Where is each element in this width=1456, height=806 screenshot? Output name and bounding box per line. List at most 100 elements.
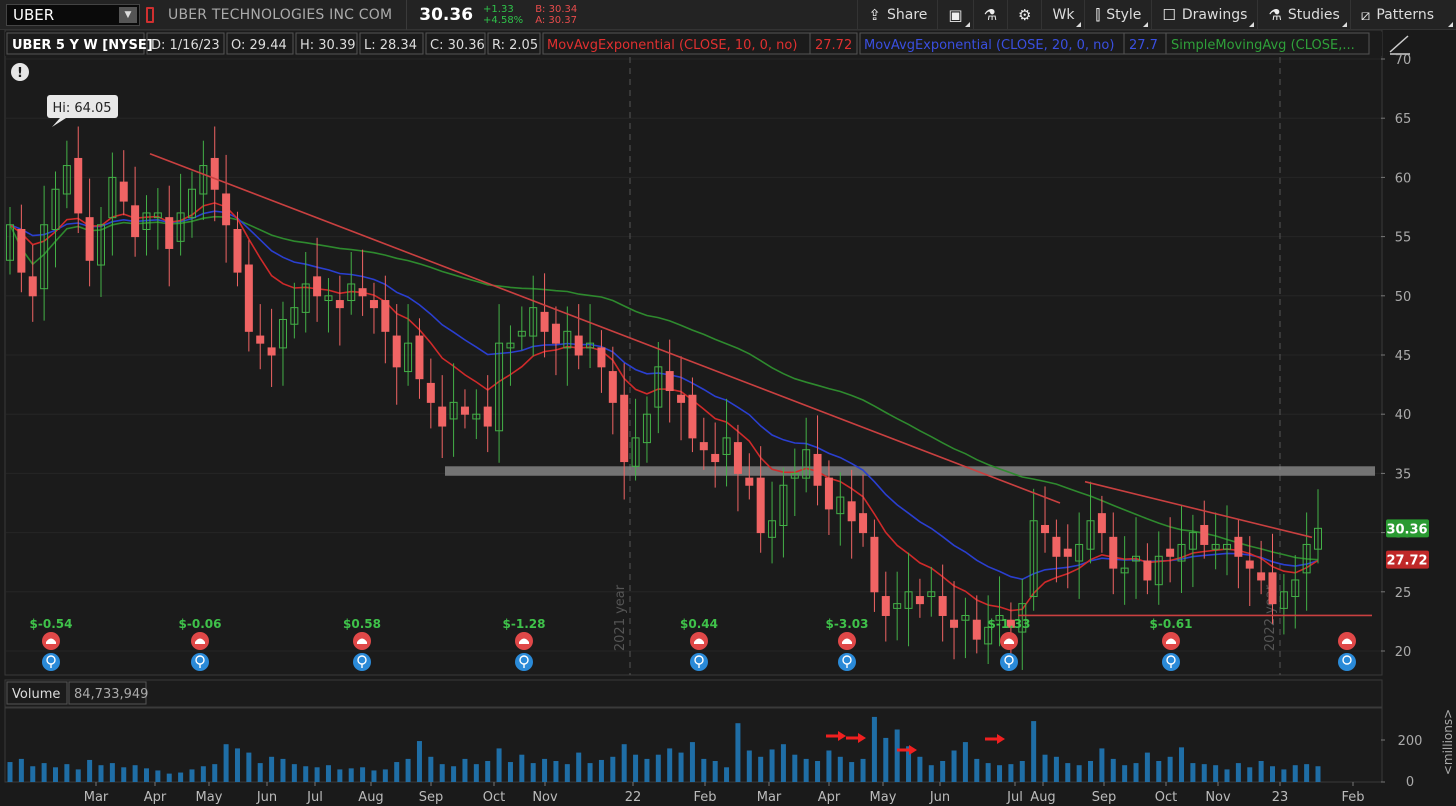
studies-button[interactable]: ⚗ Studies [1257,0,1349,30]
share-button[interactable]: ⇪ Share [857,0,937,30]
period-button[interactable]: Wk [1041,0,1084,30]
candle-body [574,335,583,356]
time-tick-label: Nov [1205,790,1231,805]
volume-bar [997,765,1003,782]
volume-bar [75,769,81,782]
bulb-icon [1342,655,1352,665]
candle-body [85,217,94,261]
symbol-dropdown-icon[interactable]: ▼ [119,6,137,23]
candle-body [347,283,356,302]
price-panel[interactable] [4,30,1383,676]
volume-bar [405,758,411,782]
candle-body [119,181,128,202]
volume-bar [371,770,377,782]
header-low: L: 28.34 [364,38,417,53]
candle-body [881,596,890,616]
candle-body [256,335,265,344]
candle-body [1120,567,1129,574]
volume-bar [1144,752,1150,782]
candle-body [608,371,617,403]
candle-body [278,318,287,349]
volume-bar [212,764,218,782]
phone-icon [519,638,529,644]
volume-bar [394,762,400,782]
earnings-label: $-0.06 [179,617,222,631]
time-tick-label: Nov [532,790,558,805]
volume-bar [1167,756,1173,782]
candle-body [495,342,504,432]
price-axis[interactable]: 7065605550454035302520 [1381,53,1411,660]
earnings-icon [690,653,708,671]
volume-bar [849,762,855,782]
time-tick-label: Apr [818,790,841,805]
candle-body [1143,560,1152,581]
time-axis[interactable]: Mar Apr May Jun Jul Aug Sep Oct Nov 22 Feb Mar Apr Ma… [84,782,1365,805]
price-tick-label: 60 [1395,171,1412,186]
header-open: O: 29.44 [231,38,287,53]
earnings-icon [838,653,856,671]
price-tick-label: 50 [1395,290,1412,305]
time-tick-label: Mar [757,790,782,805]
phone-icon [1166,638,1176,644]
volume-bar [257,763,263,782]
volume-bar [337,769,343,782]
volume-bar [598,759,604,782]
candle-body [1006,619,1015,628]
candle-body [756,477,765,534]
candle-body [1029,520,1038,598]
style-button[interactable]: ⫿ Style [1084,0,1151,30]
header-date: D: 1/16/23 [151,38,220,53]
flask-button[interactable]: ⚗ [972,0,1007,30]
volume-bar [269,756,275,782]
candle-body [711,453,720,463]
chart[interactable]: 2021 year 2022 year $-0.54 $-0.06 $0.58 $-1.… [0,30,1456,806]
candle-body [836,496,845,515]
volume-bar [200,766,206,782]
candle-body [870,536,879,593]
draw-tool-icon[interactable] [1389,35,1410,55]
study-ema20-value: 27.7 [1129,38,1158,53]
patterns-button[interactable]: ⧄ Patterns [1349,0,1456,30]
candle-body [790,472,799,479]
time-tick-label: Sep [419,790,444,805]
volume-bar [189,769,195,782]
price-tick-label: 45 [1395,349,1412,364]
volume-bar [564,764,570,782]
candle-body [847,501,856,522]
candle-body [358,288,367,297]
phone-icon [1004,638,1014,644]
alert-icon[interactable]: ! [11,63,29,81]
bid-value: B: 30.34 [535,3,578,15]
volume-bar [1088,761,1094,782]
candle-body [233,228,242,273]
candle-body [1257,572,1266,581]
volume-bar [815,761,821,782]
drawings-button[interactable]: ☐ Drawings [1151,0,1257,30]
svg-text:!: ! [17,66,23,81]
time-tick-label: Jul [1006,790,1023,805]
volume-bar [712,761,718,782]
symbol-input[interactable]: UBER ▼ [6,3,140,26]
snapshot-button[interactable]: ▣ [937,0,972,30]
settings-button[interactable]: ⚙ [1007,0,1041,30]
earnings-icon [515,653,533,671]
candle-body [654,366,663,408]
candle-body [460,406,469,415]
volume-bar [360,767,366,782]
phone-icon [842,638,852,644]
volume-tick-label: 0 [1406,775,1414,790]
drawings-icon: ☐ [1162,5,1176,24]
candles [6,126,1322,670]
flag-icon[interactable] [146,6,154,23]
time-tick-label: May [196,790,223,805]
earnings-icon [1338,653,1356,671]
candle-body [483,406,492,427]
volume-bar [280,758,286,782]
price-tick-label: 40 [1395,408,1412,423]
volume-bar [644,758,650,782]
candle-body [153,212,162,219]
earnings-label: $-3.03 [826,617,869,631]
volume-bar [678,752,684,782]
volume-bar [348,768,354,782]
volume-bar [519,754,525,782]
